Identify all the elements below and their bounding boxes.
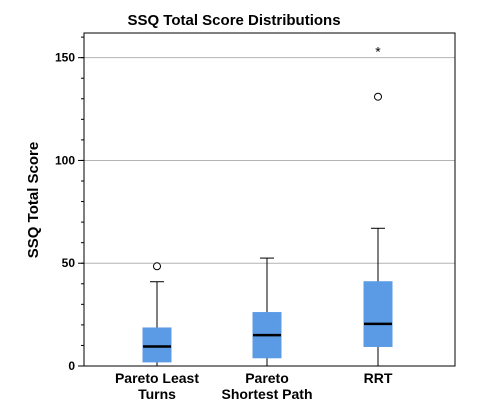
plot-frame — [83, 32, 456, 367]
box-iqr — [363, 281, 393, 347]
outlier-point — [153, 262, 161, 271]
y-tick-label: 50 — [62, 256, 76, 270]
x-tick-label: RRT — [364, 370, 393, 386]
x-tick-label: Pareto Least — [115, 370, 199, 386]
plot-marks: * — [142, 43, 393, 367]
y-tick-label: 0 — [68, 359, 75, 373]
outlier-point — [374, 92, 382, 101]
y-axis: 0 50 100 150 — [55, 36, 84, 373]
extreme-point: * — [375, 43, 381, 59]
x-tick-label: Shortest Path — [221, 386, 312, 402]
chart-title: SSQ Total Score Distributions — [127, 12, 340, 29]
box-iqr — [142, 327, 172, 363]
y-tick-label: 100 — [55, 153, 75, 167]
x-tick-label: Turns — [138, 386, 176, 402]
y-tick-label: 150 — [55, 51, 75, 65]
y-axis-label: SSQ Total Score — [25, 142, 42, 258]
gridlines — [84, 57, 455, 264]
x-tick-label: Pareto — [245, 370, 289, 386]
